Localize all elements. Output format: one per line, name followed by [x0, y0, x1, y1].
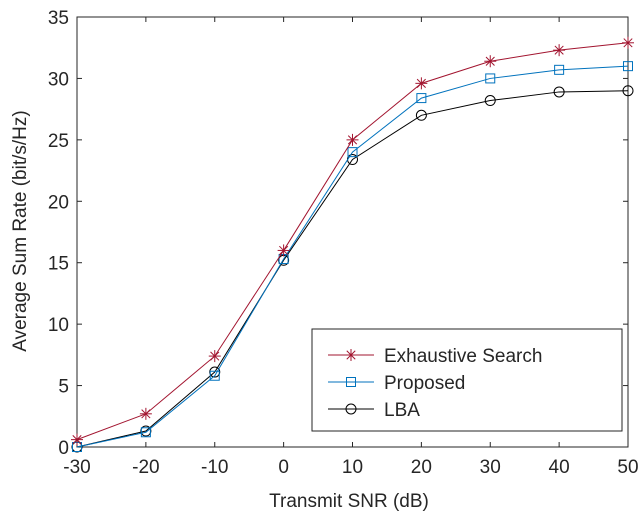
data-point-proposed	[485, 73, 496, 84]
square-marker-shape	[209, 370, 220, 381]
square-marker-shape	[140, 427, 151, 438]
data-point-lba	[622, 85, 634, 97]
data-point-exhaustive-search	[484, 55, 497, 68]
data-point-lba	[553, 86, 565, 98]
data-point-lba	[415, 109, 427, 121]
x-tick-label: -20	[132, 457, 159, 478]
legend-item-proposed: Proposed	[328, 373, 465, 394]
y-tick-label: 25	[48, 131, 69, 152]
square-marker-shape	[485, 73, 496, 84]
data-point-proposed	[623, 61, 633, 72]
y-axis-ticks: 0 5 10 15 20 25 30 35	[48, 8, 628, 459]
y-tick-label: 10	[48, 315, 69, 336]
series-layer	[71, 36, 634, 453]
y-tick-label: 35	[48, 8, 69, 29]
asterisk-stroke	[347, 135, 358, 145]
legend-item-exhaustive-search: Exhaustive Search	[328, 346, 542, 367]
series-line-lba	[76, 90, 629, 448]
data-point-exhaustive-search	[277, 244, 290, 257]
circle-marker-shape	[622, 85, 634, 97]
asterisk-stroke	[416, 78, 426, 88]
asterisk-stroke	[279, 245, 289, 256]
data-point-exhaustive-search	[71, 433, 83, 446]
data-point-proposed	[554, 64, 565, 75]
legend-label: Exhaustive Search	[384, 346, 542, 367]
asterisk-stroke	[141, 409, 151, 419]
legend-marker-sample	[346, 377, 356, 387]
series-line-proposed	[76, 65, 629, 448]
square-marker-shape	[346, 377, 356, 387]
legend-label: LBA	[384, 400, 420, 421]
legend: Exhaustive Search Proposed LBA	[311, 328, 623, 432]
x-axis-ticks: -30 -20 -10 0 10 20 30 40 50	[63, 17, 639, 478]
data-point-exhaustive-search	[622, 36, 634, 49]
data-point-lba	[484, 95, 496, 107]
y-tick-label: 30	[48, 69, 69, 90]
y-tick-label: 5	[58, 377, 69, 398]
y-tick-label: 0	[58, 438, 69, 459]
x-tick-label: 20	[411, 457, 432, 478]
y-tick-label: 15	[48, 254, 69, 275]
circle-marker-shape	[345, 403, 357, 415]
series-exhaustive-search	[71, 36, 634, 446]
data-point-proposed	[140, 427, 151, 438]
x-tick-label: -30	[63, 457, 90, 478]
legend-item-lba: LBA	[328, 400, 420, 421]
square-marker-shape	[347, 147, 358, 158]
asterisk-stroke	[210, 351, 220, 361]
legend-marker-sample	[345, 403, 357, 415]
data-point-exhaustive-search	[415, 77, 428, 90]
x-tick-label: 0	[278, 457, 289, 478]
y-tick-label: 20	[48, 192, 69, 213]
legend-marker-sample	[345, 349, 357, 361]
asterisk-stroke	[554, 45, 564, 55]
x-tick-label: 50	[617, 457, 638, 478]
data-point-exhaustive-search	[553, 44, 566, 57]
circle-marker-shape	[415, 109, 427, 121]
asterisk-stroke	[72, 435, 82, 445]
x-axis-label: Transmit SNR (dB)	[269, 491, 429, 512]
x-tick-label: 40	[549, 457, 570, 478]
asterisk-stroke	[623, 38, 633, 48]
data-point-exhaustive-search	[139, 407, 152, 420]
legend-label: Proposed	[384, 373, 465, 394]
square-marker-shape	[416, 93, 427, 104]
square-marker-shape	[554, 64, 565, 75]
data-point-proposed	[347, 147, 358, 158]
asterisk-stroke	[346, 350, 356, 360]
circle-marker-shape	[553, 86, 565, 98]
data-point-exhaustive-search	[208, 350, 221, 363]
square-marker-shape	[623, 61, 633, 72]
x-tick-label: -10	[201, 457, 228, 478]
x-tick-label: 30	[480, 457, 501, 478]
data-point-proposed	[209, 370, 220, 381]
y-axis-label: Average Sum Rate (bit/s/Hz)	[10, 110, 31, 351]
data-point-proposed	[416, 93, 427, 104]
data-point-exhaustive-search	[346, 133, 359, 146]
x-tick-label: 10	[342, 457, 363, 478]
asterisk-stroke	[485, 56, 495, 66]
legend-box	[311, 328, 623, 432]
circle-marker-shape	[484, 95, 496, 107]
series-proposed	[72, 61, 633, 452]
